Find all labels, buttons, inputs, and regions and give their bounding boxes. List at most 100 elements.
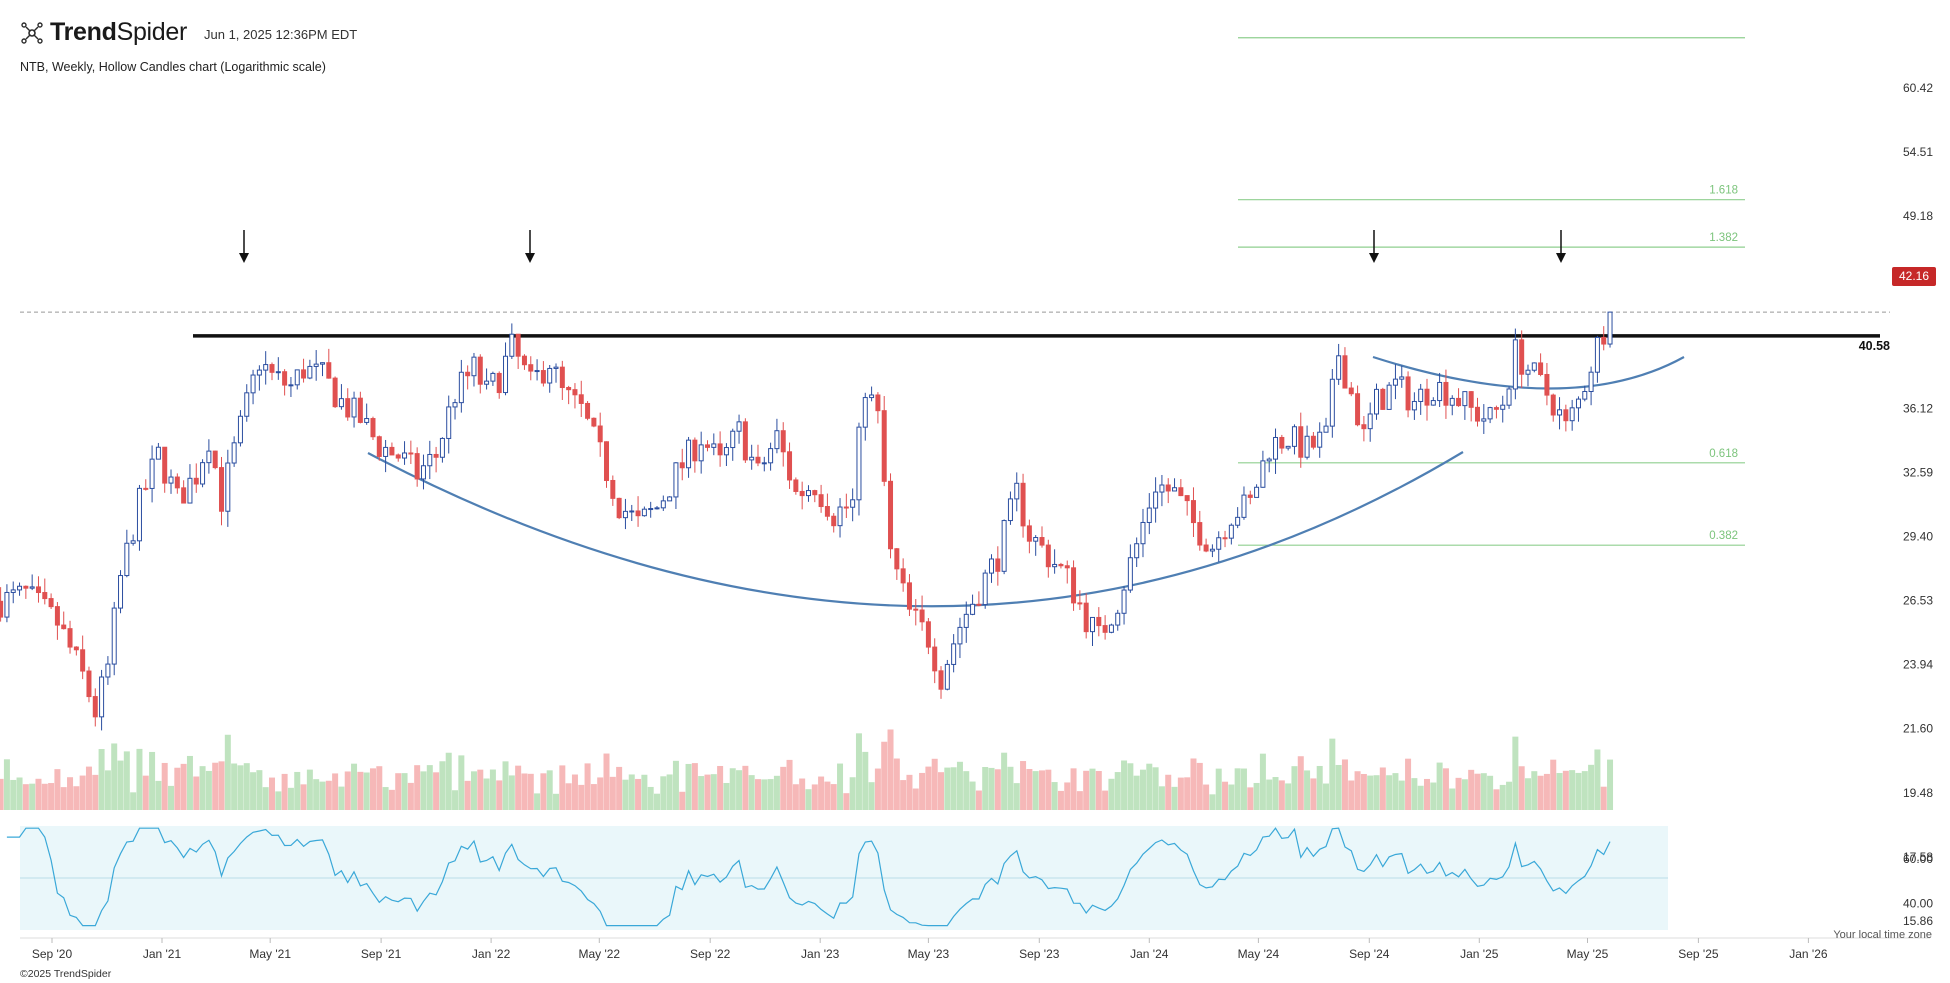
candle-117[interactable]	[736, 414, 742, 444]
candle-110[interactable]	[692, 437, 698, 473]
candle-40[interactable]	[250, 369, 256, 405]
candle-164[interactable]	[1033, 535, 1039, 556]
candle-230[interactable]	[1449, 395, 1455, 416]
candle-77[interactable]	[484, 368, 490, 390]
candle-165[interactable]	[1039, 526, 1045, 548]
candle-73[interactable]	[458, 359, 464, 413]
candle-67[interactable]	[420, 454, 426, 490]
candle-255[interactable]	[1607, 311, 1613, 348]
candle-221[interactable]	[1392, 364, 1398, 400]
candle-241[interactable]	[1519, 330, 1525, 388]
candle-244[interactable]	[1538, 353, 1544, 377]
candle-20[interactable]	[124, 529, 130, 578]
candle-1[interactable]	[4, 584, 10, 623]
candle-123[interactable]	[774, 418, 780, 454]
candle-119[interactable]	[749, 444, 755, 470]
candle-139[interactable]	[875, 392, 881, 424]
candle-209[interactable]	[1317, 422, 1323, 458]
candle-191[interactable]	[1203, 538, 1209, 553]
candle-15[interactable]	[92, 688, 98, 727]
candle-21[interactable]	[130, 534, 136, 546]
candle-62[interactable]	[389, 442, 395, 456]
candle-51[interactable]	[319, 362, 325, 377]
candle-92[interactable]	[578, 380, 584, 417]
candle-169[interactable]	[1064, 560, 1070, 584]
candle-36[interactable]	[225, 449, 231, 527]
candle-6[interactable]	[35, 576, 41, 603]
candle-22[interactable]	[136, 484, 142, 551]
candle-137[interactable]	[862, 392, 868, 441]
candle-106[interactable]	[667, 496, 673, 502]
candle-38[interactable]	[237, 410, 243, 447]
large-cup-curve[interactable]	[367, 451, 1464, 608]
candle-47[interactable]	[294, 369, 300, 390]
candle-42[interactable]	[263, 351, 269, 385]
candle-72[interactable]	[452, 398, 458, 420]
candle-204[interactable]	[1285, 445, 1291, 451]
candle-212[interactable]	[1336, 343, 1342, 385]
candle-116[interactable]	[730, 428, 736, 461]
candle-57[interactable]	[357, 391, 363, 424]
candle-112[interactable]	[704, 440, 710, 452]
candle-227[interactable]	[1430, 397, 1436, 406]
candle-129[interactable]	[812, 489, 818, 503]
candle-125[interactable]	[787, 442, 793, 489]
candle-69[interactable]	[433, 446, 439, 473]
candle-206[interactable]	[1298, 412, 1304, 468]
candle-229[interactable]	[1443, 369, 1449, 419]
rsi-line[interactable]	[6, 827, 1611, 927]
candle-224[interactable]	[1411, 392, 1417, 420]
candle-9[interactable]	[54, 602, 60, 640]
candle-13[interactable]	[80, 635, 86, 680]
candle-18[interactable]	[111, 601, 117, 676]
candle-173[interactable]	[1089, 616, 1095, 647]
candle-183[interactable]	[1153, 477, 1159, 523]
candle-23[interactable]	[143, 479, 149, 491]
candle-250[interactable]	[1575, 396, 1581, 422]
candle-55[interactable]	[345, 388, 351, 421]
candle-39[interactable]	[244, 384, 250, 422]
candle-114[interactable]	[717, 431, 723, 467]
candle-127[interactable]	[799, 481, 805, 510]
candle-83[interactable]	[521, 354, 527, 370]
candle-104[interactable]	[654, 505, 660, 510]
candle-153[interactable]	[963, 601, 969, 643]
candle-233[interactable]	[1468, 391, 1474, 422]
candle-219[interactable]	[1380, 387, 1386, 410]
candle-56[interactable]	[351, 391, 357, 428]
candle-145[interactable]	[913, 599, 919, 626]
candle-64[interactable]	[402, 441, 408, 465]
timezone-label[interactable]: Your local time zone	[1833, 929, 1932, 941]
candle-232[interactable]	[1462, 391, 1468, 420]
candle-41[interactable]	[256, 365, 262, 391]
candle-17[interactable]	[105, 656, 111, 685]
candle-103[interactable]	[648, 501, 654, 518]
candle-70[interactable]	[439, 437, 445, 463]
candle-130[interactable]	[818, 484, 824, 513]
candle-26[interactable]	[162, 446, 168, 493]
candle-141[interactable]	[888, 473, 894, 559]
candle-28[interactable]	[174, 473, 180, 494]
candle-218[interactable]	[1374, 383, 1380, 420]
candle-107[interactable]	[673, 462, 679, 510]
candle-185[interactable]	[1165, 478, 1171, 504]
candle-195[interactable]	[1228, 523, 1234, 545]
candle-198[interactable]	[1247, 490, 1253, 505]
candle-210[interactable]	[1323, 417, 1329, 433]
candle-178[interactable]	[1121, 586, 1127, 625]
candle-168[interactable]	[1058, 562, 1064, 569]
candle-88[interactable]	[553, 363, 559, 383]
candle-93[interactable]	[585, 401, 591, 421]
candle-150[interactable]	[944, 659, 950, 691]
candle-175[interactable]	[1102, 615, 1108, 640]
candle-226[interactable]	[1424, 378, 1430, 421]
candle-14[interactable]	[86, 666, 92, 703]
candle-46[interactable]	[288, 376, 294, 397]
candle-190[interactable]	[1197, 510, 1203, 551]
candle-79[interactable]	[496, 371, 502, 399]
candle-171[interactable]	[1077, 590, 1083, 610]
candle-162[interactable]	[1020, 473, 1026, 538]
candle-156[interactable]	[982, 569, 988, 609]
candle-19[interactable]	[118, 570, 124, 614]
